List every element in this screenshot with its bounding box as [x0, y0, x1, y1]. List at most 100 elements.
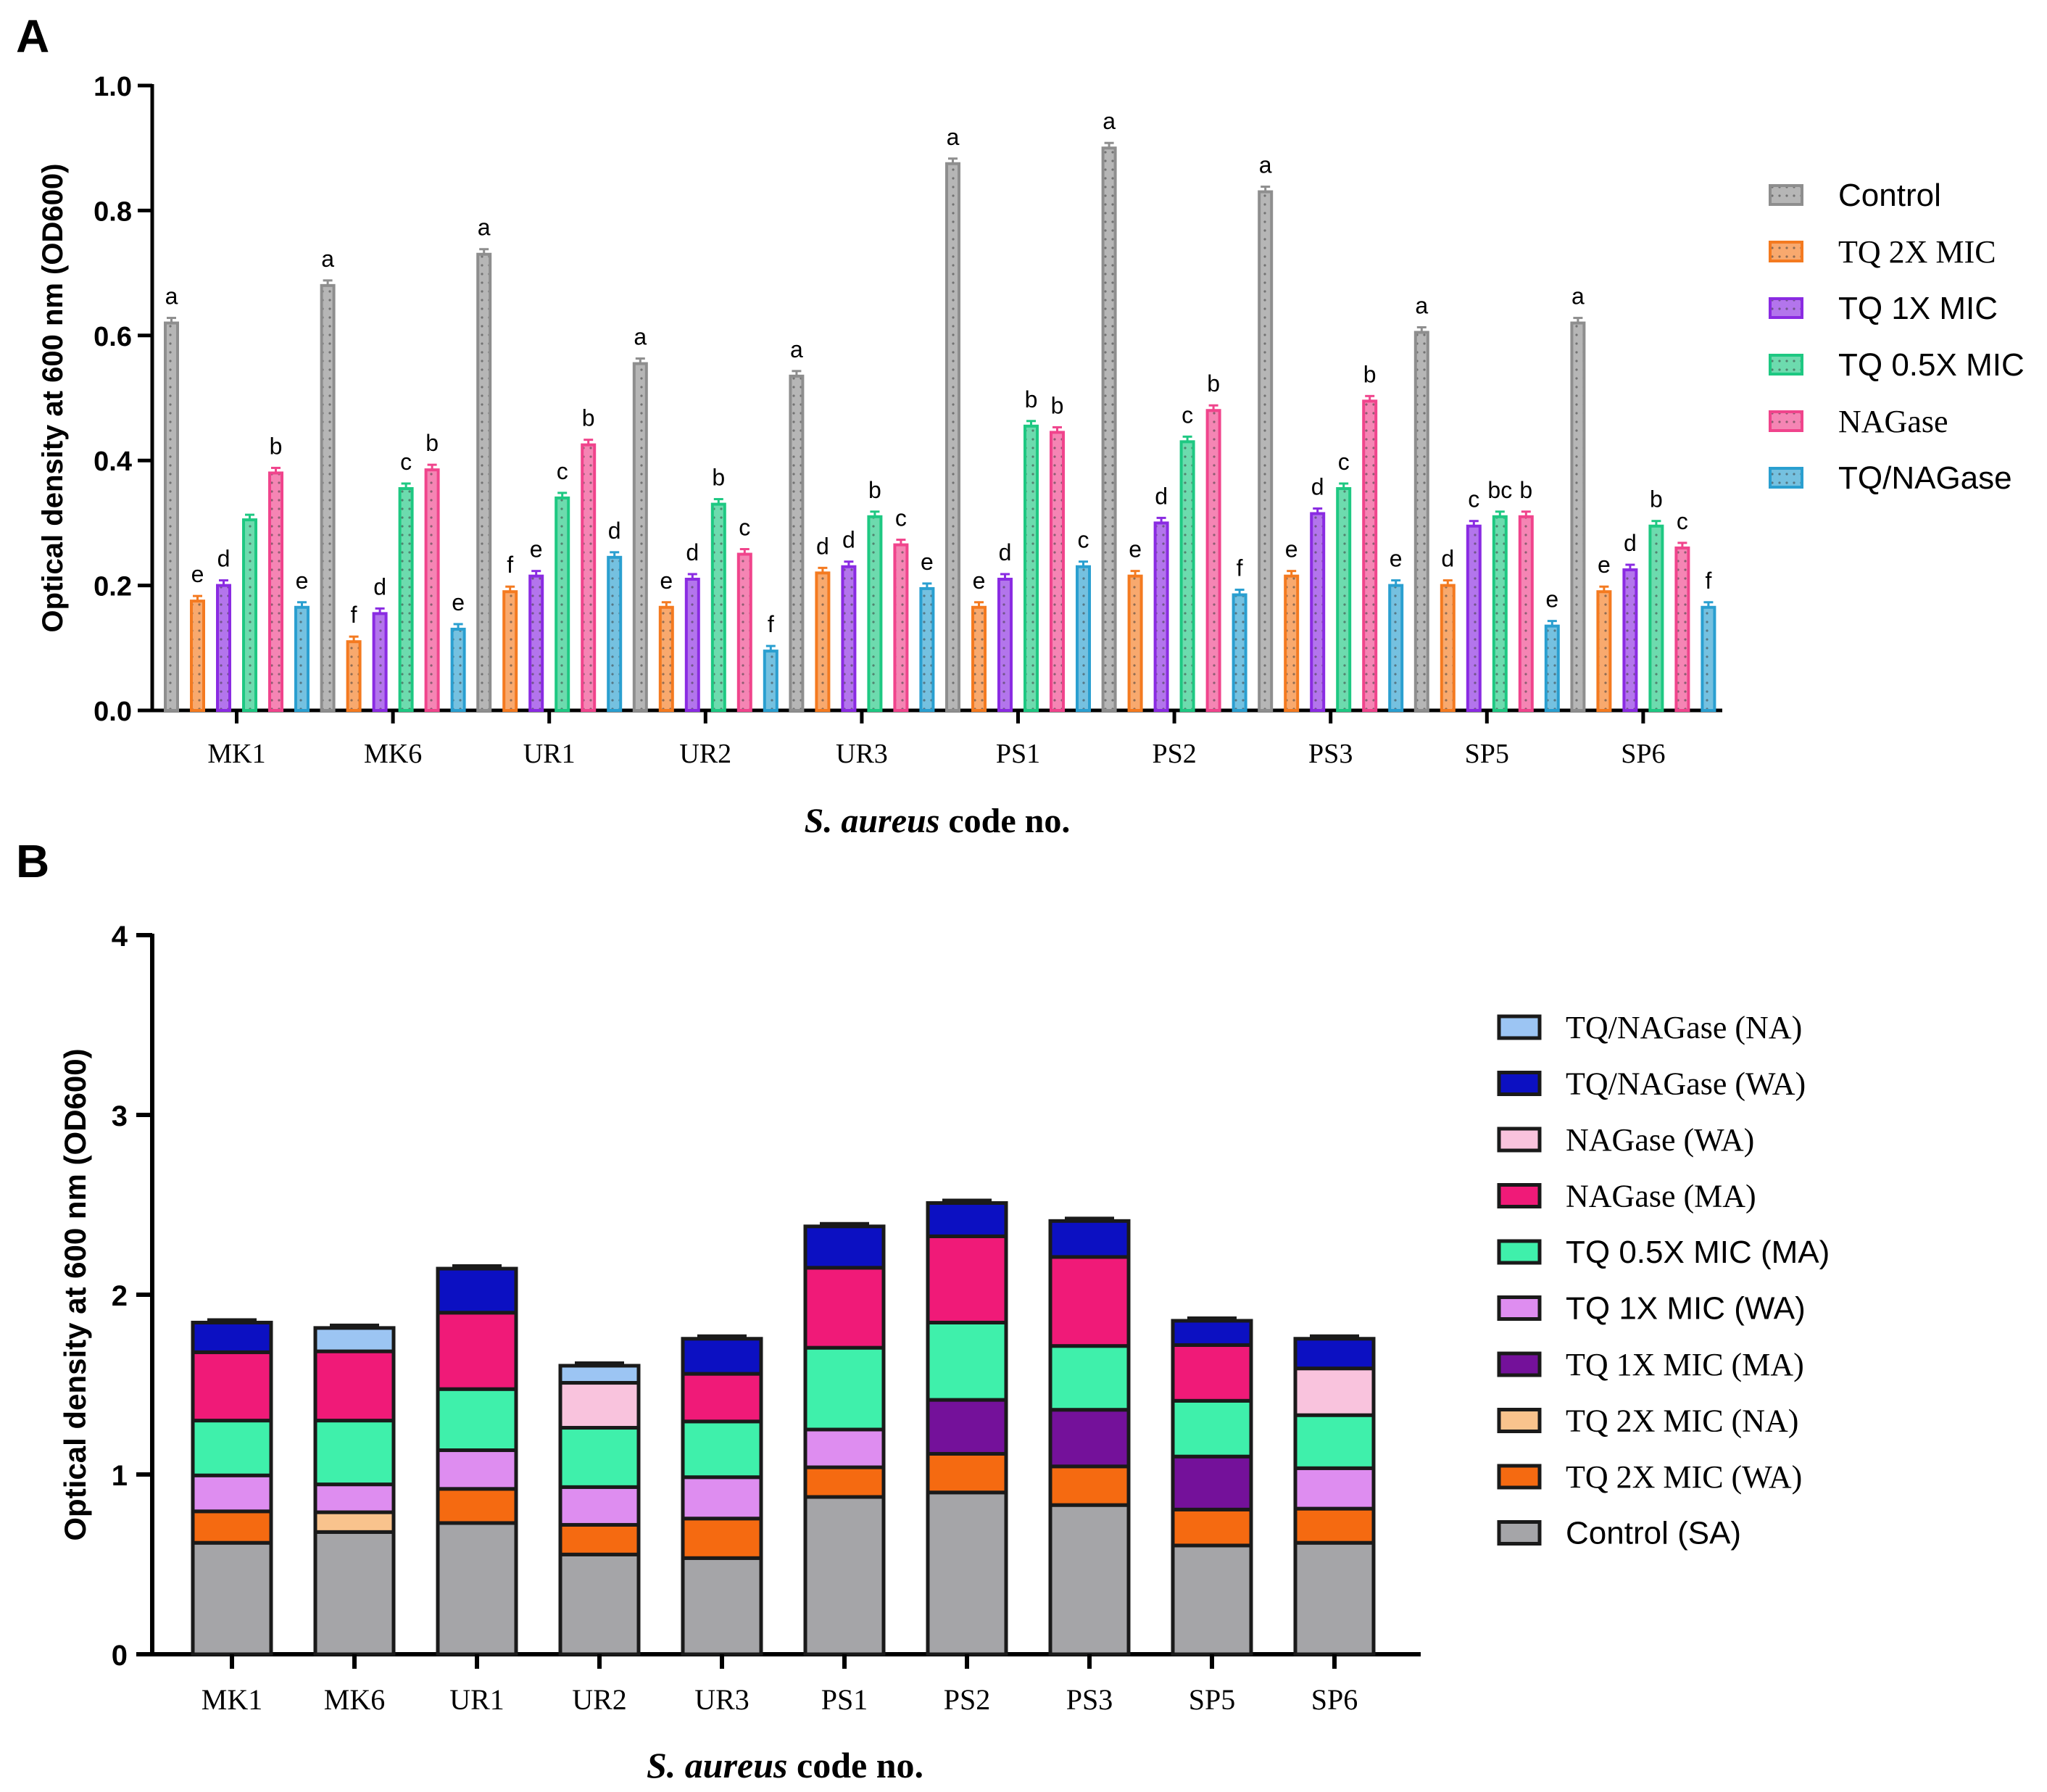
significance-letter: c: [1182, 402, 1193, 428]
stacked-segment: [1293, 1337, 1376, 1371]
bar-pattern: [557, 499, 568, 709]
significance-letter: d: [1311, 473, 1324, 499]
stacked-segment: [681, 1337, 763, 1376]
significance-letter: f: [1237, 555, 1243, 581]
legend-label: NAGase (MA): [1566, 1179, 1756, 1214]
y-tick-label: 1.0: [94, 72, 132, 102]
stacked-segment: [191, 1509, 273, 1545]
x-tick-label: SP6: [1621, 739, 1665, 769]
legend-swatch: [1497, 1183, 1542, 1208]
significance-letter: b: [712, 465, 725, 491]
legend-label: NAGase: [1838, 404, 1948, 439]
significance-letter: d: [373, 573, 386, 600]
stacked-segment: [803, 1465, 886, 1499]
significance-letter: a: [790, 336, 803, 362]
legend-swatch-pattern: [1772, 470, 1801, 486]
legend-label: TQ 2X MIC (WA): [1566, 1459, 1802, 1495]
x-tick-label: MK6: [324, 1683, 385, 1716]
y-tick-label: 0.6: [94, 322, 132, 352]
significance-letter: c: [557, 458, 568, 484]
stacked-segment: [436, 1266, 518, 1315]
x-tick-label: PS3: [1308, 739, 1353, 769]
bar-pattern: [661, 608, 671, 709]
stacked-segment: [1171, 1398, 1253, 1459]
stacked-segment: [558, 1552, 641, 1656]
legend-label: TQ 0.5X MIC: [1838, 347, 2025, 383]
legend-swatch: [1497, 1464, 1542, 1490]
bar-pattern: [584, 446, 594, 709]
bar-pattern: [427, 471, 437, 709]
significance-letter: c: [1078, 527, 1089, 553]
bar-pattern: [896, 546, 906, 709]
y-tick-label: 0: [112, 1640, 128, 1672]
bar-pattern: [375, 615, 385, 709]
x-tick-label: PS3: [1066, 1683, 1113, 1716]
x-tick-label: PS1: [821, 1683, 868, 1716]
bar-pattern: [1495, 518, 1505, 709]
significance-letter: c: [400, 449, 412, 475]
significance-letter: f: [351, 602, 357, 628]
stacked-segment: [926, 1490, 1008, 1656]
significance-letter: e: [1598, 552, 1611, 578]
legend-swatch-pattern: [1772, 300, 1801, 316]
legend-swatch: [1497, 1071, 1542, 1096]
significance-letter: bc: [1487, 477, 1512, 503]
stacked-segment: [1048, 1255, 1131, 1348]
stacked-segment: [558, 1485, 641, 1527]
stacked-segment: [926, 1201, 1008, 1238]
panel-label-b: B: [16, 835, 49, 887]
x-tick-label: SP6: [1311, 1683, 1358, 1716]
x-axis-label-rest: code no.: [788, 1745, 924, 1785]
stacked-segment: [313, 1510, 396, 1534]
significance-letter: b: [582, 405, 595, 431]
x-axis-label-italic: S. aureus: [805, 802, 940, 840]
bar-pattern: [635, 365, 645, 709]
bar-pattern: [505, 593, 515, 709]
legend-label: Control (SA): [1566, 1516, 1741, 1551]
x-tick-label: UR3: [694, 1683, 750, 1716]
bar-pattern: [948, 165, 958, 709]
significance-letter: e: [296, 568, 309, 594]
significance-letter: b: [1363, 361, 1377, 387]
x-tick-label: MK1: [207, 739, 265, 769]
stacked-segment: [1293, 1413, 1376, 1470]
stacked-segment: [681, 1556, 763, 1656]
legend-label: Control: [1838, 178, 1941, 213]
bar-pattern: [739, 555, 750, 709]
legend-label: TQ 2X MIC: [1838, 234, 1996, 270]
stacked-segment: [1171, 1507, 1253, 1548]
significance-letter: e: [973, 568, 986, 594]
legend-label: TQ 1X MIC (MA): [1566, 1347, 1804, 1382]
significance-letter: a: [1415, 292, 1428, 318]
stacked-segment: [436, 1487, 518, 1525]
x-tick-label: UR2: [572, 1683, 627, 1716]
significance-letter: d: [1155, 483, 1168, 509]
bar-pattern: [1625, 571, 1635, 709]
bar-pattern: [531, 577, 541, 709]
x-tick-label: PS1: [996, 739, 1040, 769]
stacked-segment: [313, 1326, 396, 1353]
stacked-segment: [803, 1427, 886, 1469]
significance-letter: a: [634, 324, 647, 350]
stacked-segment: [313, 1419, 396, 1487]
chart-a: 0.0 0.2 0.4 0.6 0.8 1.0 Optical density at 600…: [37, 72, 2025, 840]
stacked-segment: [803, 1345, 886, 1432]
stacked-segment: [558, 1381, 641, 1430]
stacked-segment: [1171, 1343, 1253, 1403]
bar-pattern: [1156, 524, 1166, 709]
significance-letter: b: [270, 433, 283, 459]
chart-b: 0 1 2 3 4 Optical density at 600 nm (OD600) MK…: [58, 921, 1830, 1785]
bar-pattern: [922, 589, 932, 709]
bar-pattern: [219, 586, 228, 709]
significance-letter: b: [1650, 486, 1663, 513]
legend-swatch: [1497, 1520, 1542, 1546]
stacked-segment: [436, 1311, 518, 1391]
stacked-segment: [558, 1364, 641, 1385]
stacked-segment: [1293, 1366, 1376, 1417]
legend-swatch: [1497, 1295, 1542, 1321]
stacked-segment: [1293, 1466, 1376, 1511]
legend-b: TQ/NAGase (NA) TQ/NAGase (WA) NAGase (WA) N…: [1497, 1010, 1830, 1551]
bar-pattern: [1104, 149, 1114, 709]
stacked-segment: [1293, 1540, 1376, 1656]
y-tick-label: 0.0: [94, 697, 132, 727]
